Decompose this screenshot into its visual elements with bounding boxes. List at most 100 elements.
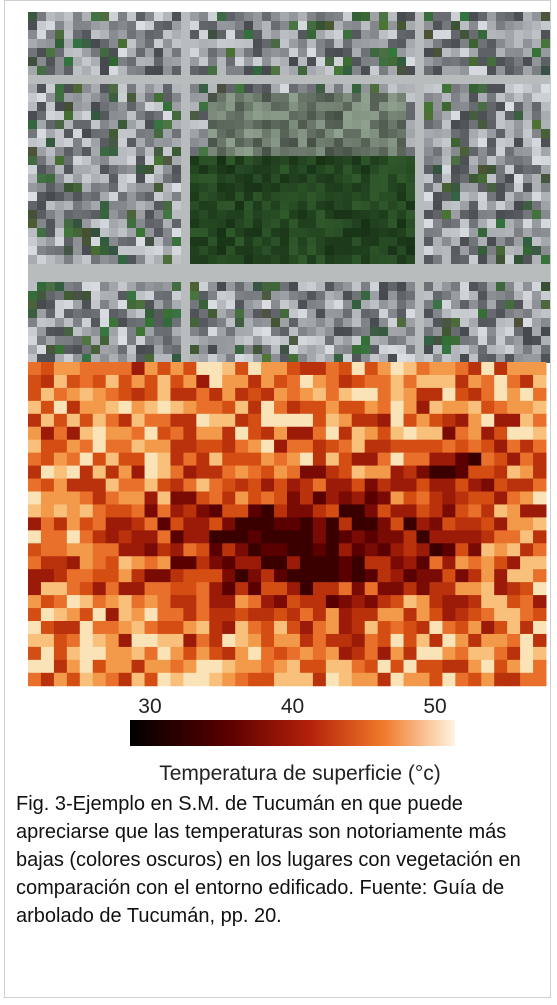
heat-cell (158, 530, 171, 543)
aerial-cell (100, 111, 109, 120)
aerial-cell (172, 192, 181, 201)
aerial-cell (271, 75, 280, 84)
aerial-cell (478, 300, 487, 309)
aerial-cell (91, 282, 100, 291)
colorbar-label: Temperatura de superficie (°c) (159, 762, 441, 785)
aerial-cell (64, 183, 73, 192)
aerial-cell (190, 75, 199, 84)
aerial-cell (127, 246, 136, 255)
aerial-cell (208, 345, 217, 354)
heat-cell (417, 375, 430, 388)
heat-cell (145, 504, 158, 517)
heat-cell (287, 440, 300, 453)
aerial-cell (343, 147, 352, 156)
heat-cell (313, 362, 326, 375)
aerial-cell (145, 309, 154, 318)
heat-cell (481, 608, 494, 621)
aerial-cell (505, 156, 514, 165)
aerial-cell (541, 354, 550, 363)
heat-cell (287, 401, 300, 414)
heat-cell (287, 492, 300, 505)
aerial-cell (91, 21, 100, 30)
aerial-cell (307, 264, 316, 273)
aerial-cell (379, 228, 388, 237)
aerial-cell (145, 336, 154, 345)
heat-cell (261, 634, 274, 647)
heat-cell (93, 569, 106, 582)
heat-cell (222, 608, 235, 621)
aerial-cell (325, 201, 334, 210)
heat-cell (222, 427, 235, 440)
aerial-cell (514, 93, 523, 102)
aerial-cell (280, 345, 289, 354)
heat-cell (339, 362, 352, 375)
aerial-cell (136, 165, 145, 174)
heat-cell (158, 595, 171, 608)
aerial-cell (181, 318, 190, 327)
aerial-cell (397, 237, 406, 246)
heat-cell (533, 414, 546, 427)
aerial-cell (181, 228, 190, 237)
aerial-cell (280, 66, 289, 75)
aerial-cell (334, 174, 343, 183)
heat-cell (520, 595, 533, 608)
aerial-cell (163, 84, 172, 93)
aerial-cell (397, 12, 406, 21)
aerial-cell (127, 57, 136, 66)
aerial-cell (100, 282, 109, 291)
aerial-cell (217, 165, 226, 174)
aerial-cell (73, 129, 82, 138)
aerial-cell (73, 66, 82, 75)
aerial-cell (415, 102, 424, 111)
aerial-cell (451, 255, 460, 264)
aerial-cell (496, 210, 505, 219)
heat-cell (533, 556, 546, 569)
aerial-cell (334, 66, 343, 75)
aerial-cell (433, 129, 442, 138)
aerial-cell (190, 210, 199, 219)
aerial-cell (271, 228, 280, 237)
heat-cell (313, 427, 326, 440)
heat-cell (196, 647, 209, 660)
heat-cell (80, 440, 93, 453)
heat-cell (209, 517, 222, 530)
aerial-cell (163, 174, 172, 183)
aerial-cell (442, 165, 451, 174)
aerial-cell (523, 192, 532, 201)
aerial-cell (451, 165, 460, 174)
aerial-cell (298, 201, 307, 210)
aerial-cell (325, 165, 334, 174)
aerial-cell (379, 237, 388, 246)
aerial-cell (100, 165, 109, 174)
aerial-cell (181, 327, 190, 336)
aerial-cell (460, 93, 469, 102)
heat-cell (391, 556, 404, 569)
aerial-cell (226, 219, 235, 228)
aerial-cell (343, 138, 352, 147)
heat-cell (533, 440, 546, 453)
aerial-cell (343, 291, 352, 300)
heat-cell (481, 492, 494, 505)
heat-cell (80, 556, 93, 569)
heat-cell (442, 440, 455, 453)
heat-cell (404, 621, 417, 634)
aerial-cell (352, 183, 361, 192)
colorbar-tick-label: 40 (281, 695, 304, 718)
heat-cell (429, 543, 442, 556)
aerial-cell (208, 12, 217, 21)
heat-cell (28, 621, 41, 634)
aerial-cell (325, 21, 334, 30)
aerial-cell (460, 291, 469, 300)
heat-cell (417, 362, 430, 375)
heat-cell (196, 401, 209, 414)
heat-cell (67, 440, 80, 453)
aerial-cell (280, 102, 289, 111)
aerial-cell (190, 21, 199, 30)
aerial-cell (388, 21, 397, 30)
aerial-cell (37, 219, 46, 228)
aerial-cell (361, 129, 370, 138)
aerial-cell (505, 147, 514, 156)
heat-cell (494, 634, 507, 647)
aerial-cell (217, 156, 226, 165)
aerial-cell (226, 129, 235, 138)
